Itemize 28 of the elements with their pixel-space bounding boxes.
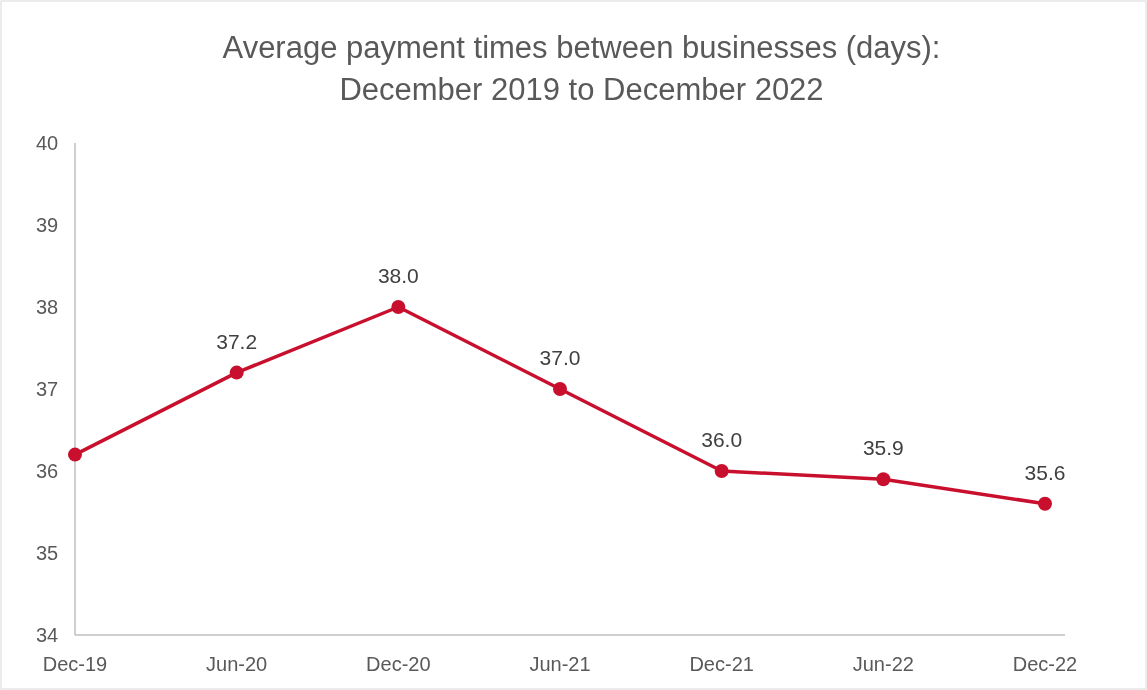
- x-tick-label: Jun-21: [529, 653, 591, 675]
- point: [391, 300, 406, 314]
- data-label: 36.0: [701, 428, 743, 451]
- point: [876, 472, 891, 487]
- data-label: 37.2: [216, 329, 258, 353]
- point: [1038, 496, 1052, 511]
- x-tick-label: Dec-19: [42, 653, 108, 675]
- point: [553, 382, 567, 396]
- y-tick-label: 34: [35, 624, 59, 646]
- y-tick-label: 37: [35, 378, 59, 400]
- y-tick-label: 38: [35, 296, 59, 318]
- y-tick-label: 39: [35, 214, 59, 236]
- y-tick-label: 40: [35, 132, 59, 154]
- x-tick-label: Jun-22: [852, 653, 914, 675]
- point: [68, 447, 82, 462]
- point: [229, 365, 244, 380]
- y-tick-label: 36: [35, 460, 59, 482]
- x-tick-label: Dec-22: [1012, 653, 1078, 675]
- chart-title: Average payment times between businesses (days): December 2019 to December 2022: [222, 30, 941, 107]
- point: [714, 464, 729, 478]
- x-tick-label: Dec-21: [689, 653, 754, 675]
- data-label: 37.0: [539, 346, 581, 369]
- x-tick-label: Jun-20: [206, 653, 268, 675]
- data-label: 38.0: [377, 264, 419, 287]
- x-tick-label: Dec-20: [366, 653, 431, 675]
- data-label: 35.9: [862, 436, 904, 460]
- y-tick-label: 35: [35, 542, 59, 564]
- data-label: 35.6: [1024, 460, 1066, 484]
